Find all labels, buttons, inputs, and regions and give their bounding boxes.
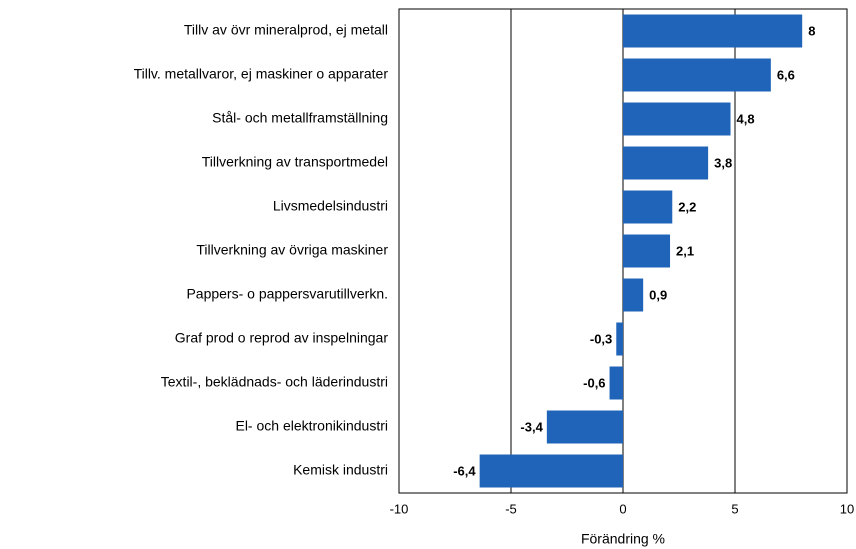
value-label: 2,1 [676,243,694,258]
bar [623,58,771,92]
y-tick-label: Textil-, beklädnads- och läderindustri [161,374,388,390]
value-label: 0,9 [649,287,667,302]
value-label: 2,2 [678,199,696,214]
value-label: -3,4 [520,419,543,434]
bar [623,102,731,136]
y-tick-label: Tillv. metallvaror, ej maskiner o appara… [134,66,389,82]
plot-border [398,8,848,494]
bar [546,410,623,444]
y-tick-label: Livsmedelsindustri [273,198,388,214]
y-tick-label: Tillverkning av övriga maskiner [196,242,388,258]
x-tick-label: -5 [505,501,517,516]
x-tick-label: -10 [390,501,409,516]
x-tick-label: 0 [619,501,626,516]
bar [623,190,673,224]
value-label: -6,4 [453,463,476,478]
y-tick-label: Tillverkning av transportmedel [202,154,388,170]
value-label: 4,8 [737,111,755,126]
y-tick-label: El- och elektronikindustri [235,418,388,434]
bar [623,14,803,48]
x-axis-label: Förändring % [581,531,665,547]
value-label: -0,3 [590,331,612,346]
bar [479,454,623,488]
bar [609,366,623,400]
bar [623,278,644,312]
bar [623,234,671,268]
x-tick-label: 5 [731,501,738,516]
y-tick-label: Kemisk industri [293,462,388,478]
y-tick-label: Tillv av övr mineralprod, ej metall [184,22,388,38]
y-tick-label: Stål- och metallframställning [212,110,388,126]
x-tick-label: 10 [840,501,854,516]
value-label: -0,6 [583,375,605,390]
value-label: 3,8 [714,155,732,170]
value-label: 8 [808,23,815,38]
bar [616,322,623,356]
bar [623,146,709,180]
value-label: 6,6 [777,67,795,82]
y-tick-label: Pappers- o pappersvarutillverkn. [186,286,388,302]
y-tick-label: Graf prod o reprod av inspelningar [175,330,389,346]
